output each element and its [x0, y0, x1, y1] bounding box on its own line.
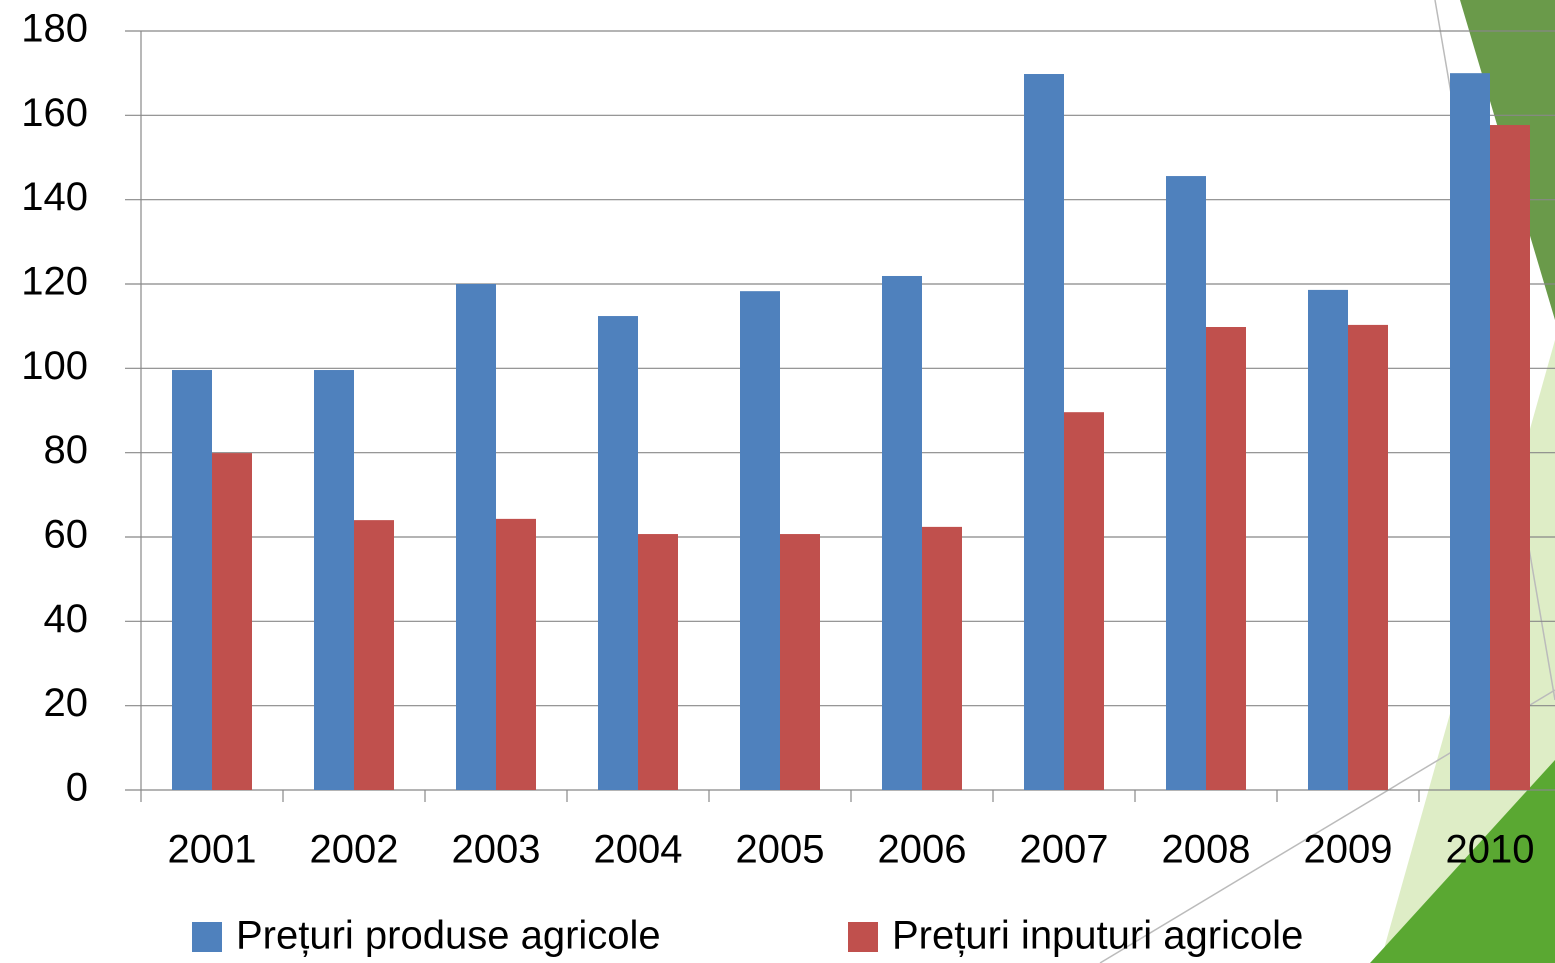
- bar: [1064, 412, 1104, 790]
- y-tick-label: 100: [21, 344, 88, 388]
- bar: [354, 520, 394, 790]
- bar: [1166, 176, 1206, 790]
- x-tick-label: 2010: [1446, 828, 1535, 872]
- legend-swatch: [192, 922, 222, 952]
- bar: [882, 275, 922, 790]
- y-tick-label: 160: [21, 91, 88, 135]
- bar: [638, 534, 678, 790]
- x-tick-label: 2006: [878, 828, 967, 872]
- bar: [922, 526, 962, 790]
- bar: [1450, 73, 1490, 790]
- y-tick-label: 0: [66, 766, 88, 810]
- x-tick-label: 2009: [1304, 828, 1393, 872]
- bar: [598, 316, 638, 790]
- bar: [456, 284, 496, 790]
- x-tick-label: 2002: [310, 828, 399, 872]
- bar: [1308, 289, 1348, 790]
- y-tick-label: 60: [44, 513, 89, 557]
- legend-label: Prețuri produse agricole: [236, 914, 661, 958]
- bar: [740, 291, 780, 790]
- y-tick-label: 20: [44, 681, 89, 725]
- y-tick-label: 80: [44, 428, 89, 472]
- bar: [172, 370, 212, 790]
- legend-swatch: [848, 922, 878, 952]
- y-tick-label: 40: [44, 597, 89, 641]
- legend-label: Prețuri inputuri agricole: [892, 914, 1303, 958]
- bar: [1490, 125, 1530, 790]
- bar: [314, 370, 354, 790]
- x-tick-label: 2001: [168, 828, 257, 872]
- bar: [1024, 74, 1064, 790]
- bar: [212, 453, 252, 790]
- y-tick-label: 140: [21, 175, 88, 219]
- x-tick-label: 2004: [594, 828, 683, 872]
- bar: [496, 518, 536, 790]
- bar: [1206, 327, 1246, 790]
- x-tick-label: 2005: [736, 828, 825, 872]
- x-tick-label: 2003: [452, 828, 541, 872]
- bar: [780, 534, 820, 790]
- y-tick-label: 180: [21, 7, 88, 51]
- x-tick-label: 2008: [1162, 828, 1251, 872]
- bar: [1348, 324, 1388, 790]
- x-tick-label: 2007: [1020, 828, 1109, 872]
- y-tick-label: 120: [21, 260, 88, 304]
